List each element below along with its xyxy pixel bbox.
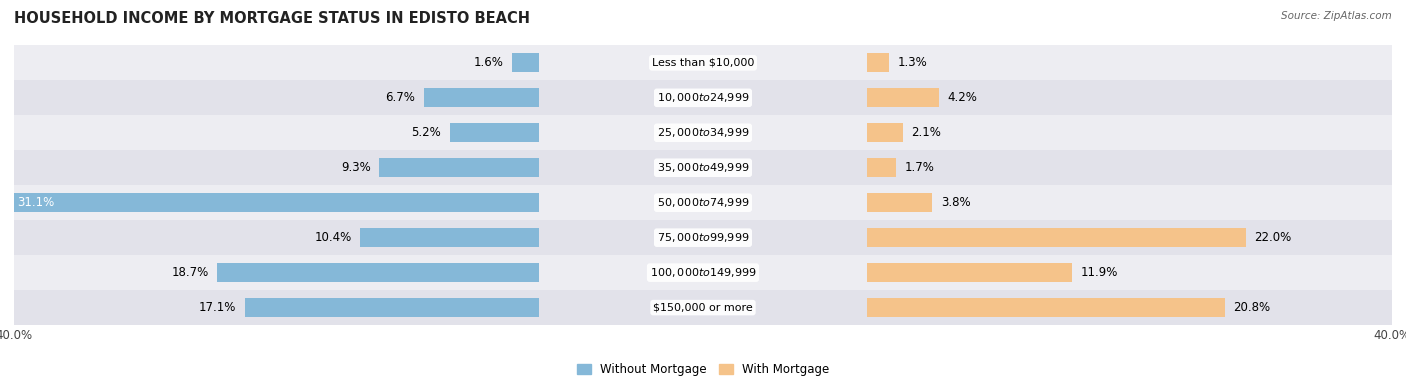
Bar (360, 228, 540, 247)
Bar (14, 290, 1392, 325)
Text: 6.7%: 6.7% (385, 91, 415, 104)
Text: 3.8%: 3.8% (941, 196, 970, 209)
Text: 31.1%: 31.1% (17, 196, 55, 209)
Text: 9.3%: 9.3% (340, 161, 371, 174)
Text: 1.6%: 1.6% (474, 56, 503, 69)
Bar (14, 220, 1392, 255)
Text: 18.7%: 18.7% (172, 266, 208, 279)
Text: 20.8%: 20.8% (1233, 301, 1271, 314)
Text: 1.7%: 1.7% (904, 161, 935, 174)
Bar (14, 81, 1392, 115)
Text: Source: ZipAtlas.com: Source: ZipAtlas.com (1281, 11, 1392, 21)
Text: $35,000 to $49,999: $35,000 to $49,999 (657, 161, 749, 174)
Bar (866, 228, 1246, 247)
Text: 2.1%: 2.1% (911, 126, 941, 139)
Text: 17.1%: 17.1% (198, 301, 236, 314)
Bar (4, 193, 540, 212)
Bar (218, 263, 540, 282)
Text: Less than $10,000: Less than $10,000 (652, 58, 754, 68)
Text: $25,000 to $34,999: $25,000 to $34,999 (657, 126, 749, 139)
Text: 5.2%: 5.2% (412, 126, 441, 139)
Text: 10.4%: 10.4% (315, 231, 352, 244)
Text: 1.3%: 1.3% (897, 56, 928, 69)
Bar (14, 150, 1392, 185)
Bar (380, 158, 540, 177)
Bar (866, 53, 889, 73)
Bar (866, 158, 896, 177)
Bar (866, 193, 932, 212)
Bar (866, 263, 1071, 282)
Bar (14, 255, 1392, 290)
Text: 22.0%: 22.0% (1254, 231, 1291, 244)
Text: $75,000 to $99,999: $75,000 to $99,999 (657, 231, 749, 244)
Text: $150,000 or more: $150,000 or more (654, 303, 752, 313)
Bar (512, 53, 540, 73)
Bar (14, 45, 1392, 81)
Bar (14, 185, 1392, 220)
Text: 11.9%: 11.9% (1080, 266, 1118, 279)
Bar (866, 123, 903, 143)
Text: HOUSEHOLD INCOME BY MORTGAGE STATUS IN EDISTO BEACH: HOUSEHOLD INCOME BY MORTGAGE STATUS IN E… (14, 11, 530, 26)
Text: $50,000 to $74,999: $50,000 to $74,999 (657, 196, 749, 209)
Bar (866, 298, 1225, 317)
Bar (14, 115, 1392, 150)
Text: $100,000 to $149,999: $100,000 to $149,999 (650, 266, 756, 279)
Text: $10,000 to $24,999: $10,000 to $24,999 (657, 91, 749, 104)
Bar (245, 298, 540, 317)
Text: 4.2%: 4.2% (948, 91, 977, 104)
Bar (450, 123, 540, 143)
Bar (866, 88, 939, 107)
Bar (425, 88, 540, 107)
Legend: Without Mortgage, With Mortgage: Without Mortgage, With Mortgage (572, 358, 834, 378)
